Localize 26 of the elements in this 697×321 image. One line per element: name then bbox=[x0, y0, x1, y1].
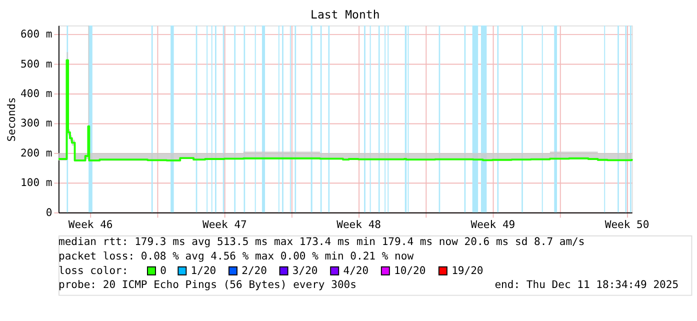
x-tick-label: Week 49 bbox=[470, 219, 516, 232]
legend-label: 19/20 bbox=[452, 264, 484, 277]
legend-label: 10/20 bbox=[394, 264, 426, 277]
y-tick-label: 300 m bbox=[20, 118, 52, 130]
y-tick-label: 100 m bbox=[20, 177, 52, 190]
legend-label: 1/20 bbox=[190, 264, 216, 277]
legend-label: 2/20 bbox=[242, 264, 267, 277]
legend-label: 0 bbox=[160, 264, 166, 277]
y-tick-label: 0 bbox=[46, 206, 52, 219]
chart-title: Last Month bbox=[310, 8, 380, 22]
x-tick-label: Week 50 bbox=[604, 219, 650, 232]
y-tick-label: 400 m bbox=[20, 88, 52, 100]
text: probe: 20 ICMP Echo Pings (56 Bytes) every 300s bbox=[58, 279, 356, 292]
text: median rtt: 179.3 ms avg 513.5 ms max 173.4 ms min 179.4 ms now 20.6 ms sd 8.7 am/s bbox=[58, 236, 585, 248]
y-axis-title: Seconds bbox=[6, 97, 18, 142]
legend-label: 3/20 bbox=[292, 264, 318, 277]
x-tick-label: Week 47 bbox=[202, 219, 247, 232]
y-tick-label: 200 m bbox=[20, 147, 52, 160]
legend-label: 4/20 bbox=[343, 264, 369, 277]
y-tick-label: 500 m bbox=[20, 58, 52, 70]
text: packet loss: 0.08 % avg 4.56 % max 0.00 % min 0.21 % now bbox=[58, 250, 414, 262]
y-tick-label: 600 m bbox=[20, 28, 52, 41]
text: end: Thu Dec 11 18:34:49 2025 bbox=[494, 279, 679, 292]
legend-title: loss color: bbox=[58, 264, 128, 277]
x-tick-label: Week 48 bbox=[336, 219, 382, 232]
x-tick-label: Week 46 bbox=[68, 219, 113, 232]
